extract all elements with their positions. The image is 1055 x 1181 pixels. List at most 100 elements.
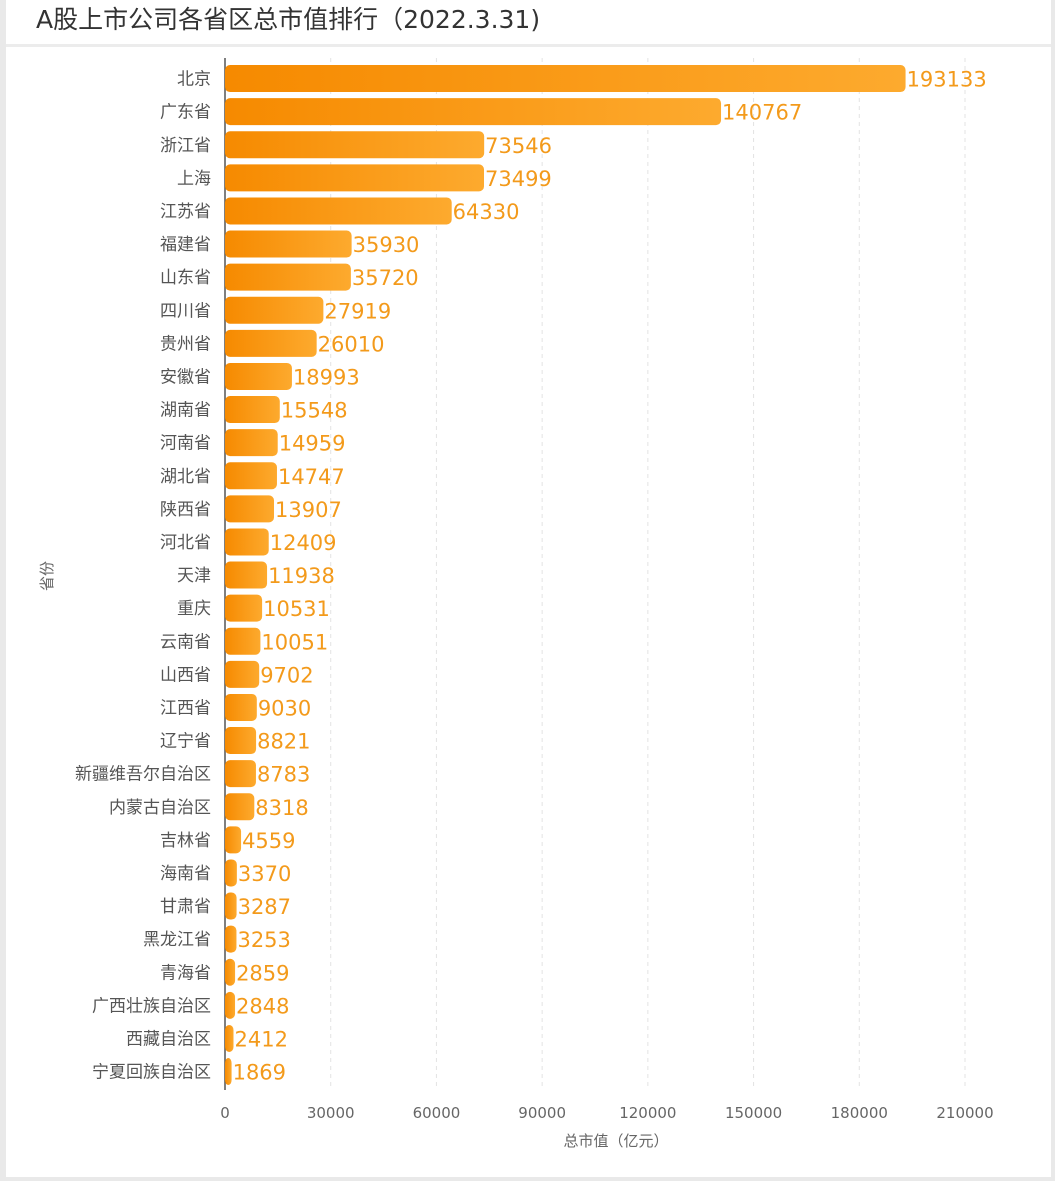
bar [225, 727, 257, 755]
category-label: 河南省 [160, 434, 211, 454]
x-tick-labels: 0 30000 60000 90000 120000 150000 180000 210000 [220, 1104, 993, 1122]
bar [225, 230, 352, 258]
category-label: 四川省 [160, 301, 211, 321]
value-label: 18993 [293, 365, 360, 389]
bar-chart: 北京广东省浙江省上海江苏省福建省山东省四川省贵州省安徽省湖南省河南省湖北省陕西省… [38, 58, 994, 1150]
value-label: 15548 [281, 399, 348, 423]
bar [225, 396, 280, 424]
category-label: 江西省 [160, 698, 211, 718]
value-label: 1869 [233, 1061, 286, 1085]
category-label: 山西省 [160, 665, 211, 685]
category-label: 湖南省 [160, 401, 211, 421]
value-label: 35930 [353, 233, 420, 257]
bar [225, 197, 452, 225]
value-label: 64330 [453, 200, 520, 224]
category-label: 北京 [177, 70, 211, 90]
category-label: 天津 [177, 566, 211, 586]
category-label: 河北省 [160, 533, 211, 553]
bar [225, 627, 261, 655]
x-tick-label: 0 [220, 1104, 230, 1122]
category-label: 江苏省 [160, 202, 211, 222]
category-label: 甘肃省 [160, 897, 211, 917]
x-tick-label: 210000 [936, 1104, 993, 1122]
x-tick-label: 30000 [307, 1104, 355, 1122]
chart-title: A股上市公司各省区总市值排行（2022.3.31) [36, 5, 541, 34]
value-label: 8821 [257, 730, 310, 754]
chart-card: A股上市公司各省区总市值排行（2022.3.31) 北京广东省浙江省上海江苏省福… [6, 0, 1051, 1177]
value-label: 13907 [275, 498, 342, 522]
bar [225, 925, 237, 953]
x-tick-label: 60000 [413, 1104, 461, 1122]
bar [225, 495, 275, 523]
category-label: 宁夏回族自治区 [92, 1063, 211, 1083]
value-label: 73499 [485, 167, 552, 191]
value-label: 73546 [485, 134, 552, 158]
x-tick-label: 120000 [619, 1104, 676, 1122]
bar [225, 164, 484, 192]
category-label: 西藏自治区 [126, 1029, 211, 1049]
value-label: 26010 [318, 332, 385, 356]
category-label: 广西壮族自治区 [92, 996, 211, 1016]
bar [225, 826, 242, 854]
value-label: 2412 [234, 1027, 287, 1051]
value-label: 3287 [238, 895, 291, 919]
bar [225, 98, 722, 126]
bar [225, 1024, 234, 1052]
title-divider [6, 44, 1051, 47]
bar [225, 65, 906, 93]
category-label: 上海 [177, 169, 211, 189]
value-label: 10531 [263, 597, 330, 621]
bar [225, 528, 269, 556]
bar [225, 859, 237, 887]
bar [225, 329, 317, 357]
category-label: 山东省 [160, 268, 211, 288]
category-label: 湖北省 [160, 467, 211, 487]
bar [225, 561, 268, 589]
category-label: 海南省 [160, 864, 211, 884]
category-label: 黑龙江省 [143, 930, 211, 950]
value-label: 193133 [907, 68, 987, 92]
bar [225, 594, 263, 622]
category-label: 内蒙古自治区 [109, 798, 211, 818]
value-label: 3253 [237, 928, 290, 952]
value-label: 14747 [278, 465, 345, 489]
value-label: 27919 [324, 299, 391, 323]
category-label: 云南省 [160, 632, 211, 652]
bar [225, 362, 292, 390]
value-label: 11938 [268, 564, 335, 588]
value-label: 8318 [255, 796, 308, 820]
value-label: 2848 [236, 994, 289, 1018]
category-label: 吉林省 [160, 831, 211, 851]
value-label: 140767 [722, 101, 802, 125]
category-label: 辽宁省 [160, 732, 211, 752]
bar [225, 429, 278, 457]
category-label: 广东省 [160, 103, 211, 123]
bar [225, 793, 255, 821]
bars-group [225, 65, 906, 1086]
bar [225, 760, 256, 788]
x-tick-label: 150000 [725, 1104, 782, 1122]
category-label: 福建省 [160, 235, 211, 255]
x-tick-label: 180000 [831, 1104, 888, 1122]
bar [225, 991, 236, 1019]
category-label: 浙江省 [160, 136, 211, 156]
y-axis-title: 省份 [38, 561, 56, 591]
bar [225, 462, 277, 490]
bar [225, 296, 324, 324]
bar [225, 660, 260, 688]
value-label: 10051 [261, 630, 328, 654]
x-tick-label: 90000 [518, 1104, 566, 1122]
value-label: 14959 [279, 432, 346, 456]
bar [225, 693, 257, 721]
x-axis-title: 总市值（亿元） [563, 1132, 668, 1150]
bar [225, 263, 351, 291]
value-label: 8783 [257, 763, 310, 787]
category-label: 安徽省 [160, 367, 211, 387]
value-label: 9702 [260, 663, 313, 687]
value-label: 35720 [352, 266, 419, 290]
bar [225, 892, 237, 920]
value-label: 2859 [236, 961, 289, 985]
value-label: 3370 [238, 862, 291, 886]
bar [225, 1058, 232, 1086]
value-labels: 193133 140767 73546 73499 64330 35930 35720 279… [233, 68, 987, 1085]
